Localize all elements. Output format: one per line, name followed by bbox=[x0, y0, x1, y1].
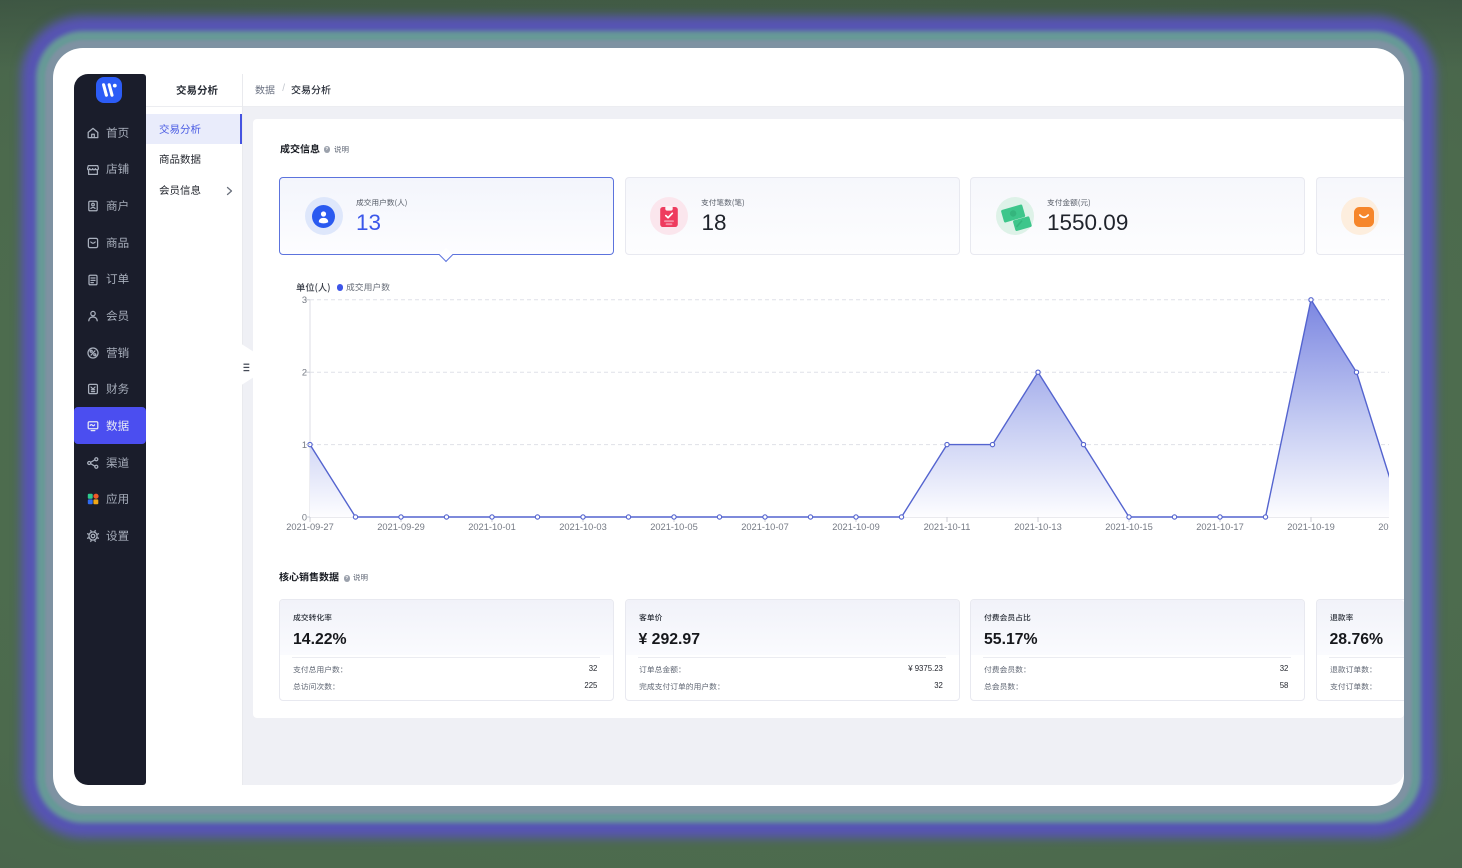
svg-text:2021-10-19: 2021-10-19 bbox=[1287, 522, 1335, 532]
svg-text:2021-10-09: 2021-10-09 bbox=[832, 522, 880, 532]
svg-text:2021-10-13: 2021-10-13 bbox=[1014, 522, 1062, 532]
svg-text:2021-10-21: 2021-10-21 bbox=[1378, 522, 1389, 532]
svg-text:2021-09-27: 2021-09-27 bbox=[286, 522, 334, 532]
svg-text:3: 3 bbox=[302, 295, 307, 305]
svg-text:1: 1 bbox=[302, 440, 307, 450]
svg-text:2021-09-29: 2021-09-29 bbox=[377, 522, 425, 532]
svg-text:2: 2 bbox=[302, 368, 307, 378]
svg-text:2021-10-05: 2021-10-05 bbox=[650, 522, 698, 532]
svg-text:2021-10-17: 2021-10-17 bbox=[1196, 522, 1244, 532]
svg-text:2021-10-15: 2021-10-15 bbox=[1105, 522, 1153, 532]
svg-text:2021-10-11: 2021-10-11 bbox=[924, 522, 971, 532]
svg-text:2021-10-07: 2021-10-07 bbox=[741, 522, 789, 532]
svg-text:2021-10-01: 2021-10-01 bbox=[468, 522, 516, 532]
svg-text:2021-10-03: 2021-10-03 bbox=[559, 522, 607, 532]
svg-text:0: 0 bbox=[302, 512, 307, 522]
